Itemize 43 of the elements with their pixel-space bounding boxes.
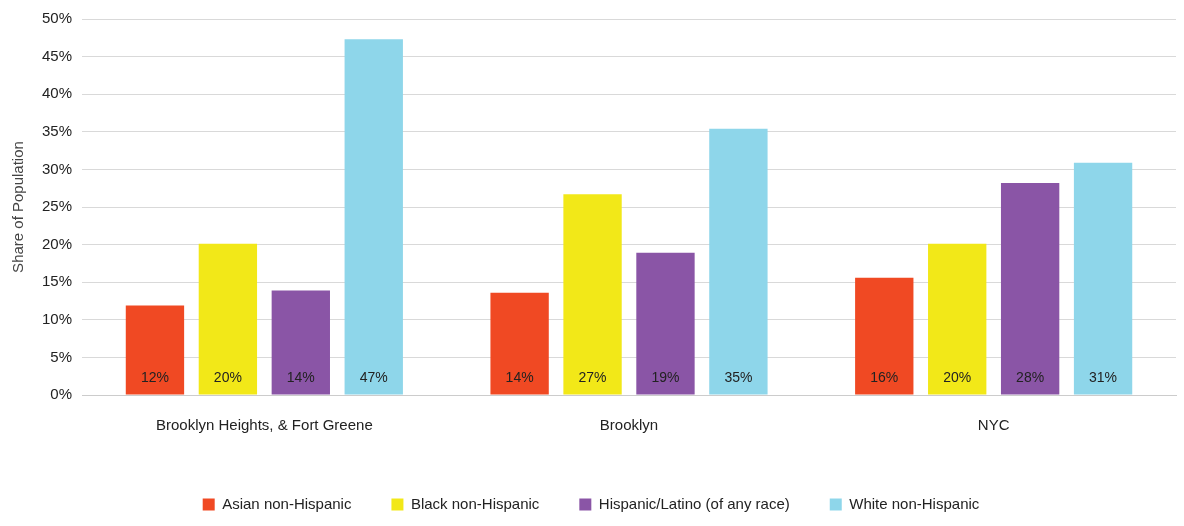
data-label: 20% bbox=[213, 368, 242, 385]
y-tick-label: 45% bbox=[41, 46, 73, 64]
bar bbox=[490, 292, 549, 395]
y-tick-label: 0% bbox=[50, 385, 73, 403]
y-tick-label: 15% bbox=[41, 272, 73, 290]
data-label: 27% bbox=[578, 368, 607, 385]
bar bbox=[709, 128, 768, 395]
bar bbox=[636, 252, 695, 395]
legend-label: Hispanic/Latino (of any race) bbox=[598, 494, 790, 512]
bar bbox=[563, 194, 622, 395]
y-tick-label: 35% bbox=[41, 121, 73, 139]
bar bbox=[1000, 182, 1060, 395]
bar bbox=[271, 290, 330, 395]
data-label: 14% bbox=[505, 368, 534, 385]
y-tick-label: 5% bbox=[50, 347, 73, 365]
data-label: 14% bbox=[286, 368, 315, 385]
y-tick-label: 40% bbox=[41, 84, 73, 102]
bar bbox=[344, 39, 403, 395]
data-label: 20% bbox=[943, 368, 972, 385]
y-tick-label: 25% bbox=[41, 197, 73, 215]
bar bbox=[198, 243, 258, 395]
y-tick-label: 30% bbox=[41, 159, 73, 177]
x-tick-label: NYC bbox=[977, 416, 1010, 434]
y-tick-label: 50% bbox=[41, 9, 73, 27]
bar bbox=[928, 243, 987, 395]
y-tick-label: 10% bbox=[41, 309, 73, 327]
bar bbox=[855, 277, 914, 395]
data-label: 19% bbox=[651, 368, 680, 385]
data-label: 12% bbox=[140, 368, 169, 385]
x-tick-label: Brooklyn bbox=[599, 416, 659, 434]
bar bbox=[125, 305, 185, 395]
data-label: 35% bbox=[724, 368, 753, 385]
x-tick-label: Brooklyn Heights, & Fort Greene bbox=[155, 416, 373, 434]
bar bbox=[1073, 162, 1133, 395]
data-label: 28% bbox=[1016, 368, 1045, 385]
data-label: 16% bbox=[870, 368, 899, 385]
legend-label: White non-Hispanic bbox=[849, 494, 980, 512]
data-label: 47% bbox=[359, 368, 388, 385]
data-label: 31% bbox=[1089, 368, 1118, 385]
y-axis-title: Share of Population bbox=[9, 141, 27, 273]
legend-label: Black non-Hispanic bbox=[410, 494, 540, 512]
y-tick-label: 20% bbox=[41, 234, 73, 252]
legend-label: Asian non-Hispanic bbox=[222, 494, 352, 512]
